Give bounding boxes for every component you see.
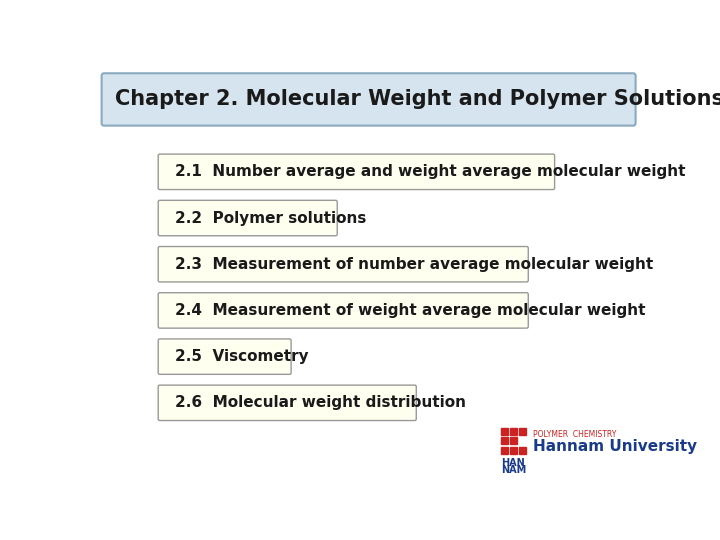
Bar [500, 447, 508, 454]
FancyBboxPatch shape [158, 154, 554, 190]
Text: 2.2  Polymer solutions: 2.2 Polymer solutions [175, 211, 366, 226]
Text: NAM: NAM [500, 465, 526, 475]
Text: POLYMER  CHEMISTRY: POLYMER CHEMISTRY [534, 430, 616, 439]
Bar [500, 437, 508, 444]
FancyBboxPatch shape [158, 385, 416, 421]
FancyBboxPatch shape [158, 339, 291, 374]
Text: 2.5  Viscometry: 2.5 Viscometry [175, 349, 309, 364]
Bar [519, 428, 526, 435]
Bar [519, 447, 526, 454]
Text: 2.4  Measurement of weight average molecular weight: 2.4 Measurement of weight average molecu… [175, 303, 646, 318]
FancyBboxPatch shape [158, 200, 337, 236]
Bar [510, 447, 517, 454]
Text: 2.3  Measurement of number average molecular weight: 2.3 Measurement of number average molecu… [175, 256, 654, 272]
Bar [510, 437, 517, 444]
Bar [500, 428, 508, 435]
Bar [510, 428, 517, 435]
Text: Chapter 2. Molecular Weight and Polymer Solutions: Chapter 2. Molecular Weight and Polymer … [114, 90, 720, 110]
FancyBboxPatch shape [158, 293, 528, 328]
Text: 2.6  Molecular weight distribution: 2.6 Molecular weight distribution [175, 395, 467, 410]
Text: HAN: HAN [500, 457, 524, 468]
Text: 2.1  Number average and weight average molecular weight: 2.1 Number average and weight average mo… [175, 164, 685, 179]
FancyBboxPatch shape [158, 247, 528, 282]
FancyBboxPatch shape [102, 73, 636, 126]
Text: Hannam University: Hannam University [534, 439, 698, 454]
